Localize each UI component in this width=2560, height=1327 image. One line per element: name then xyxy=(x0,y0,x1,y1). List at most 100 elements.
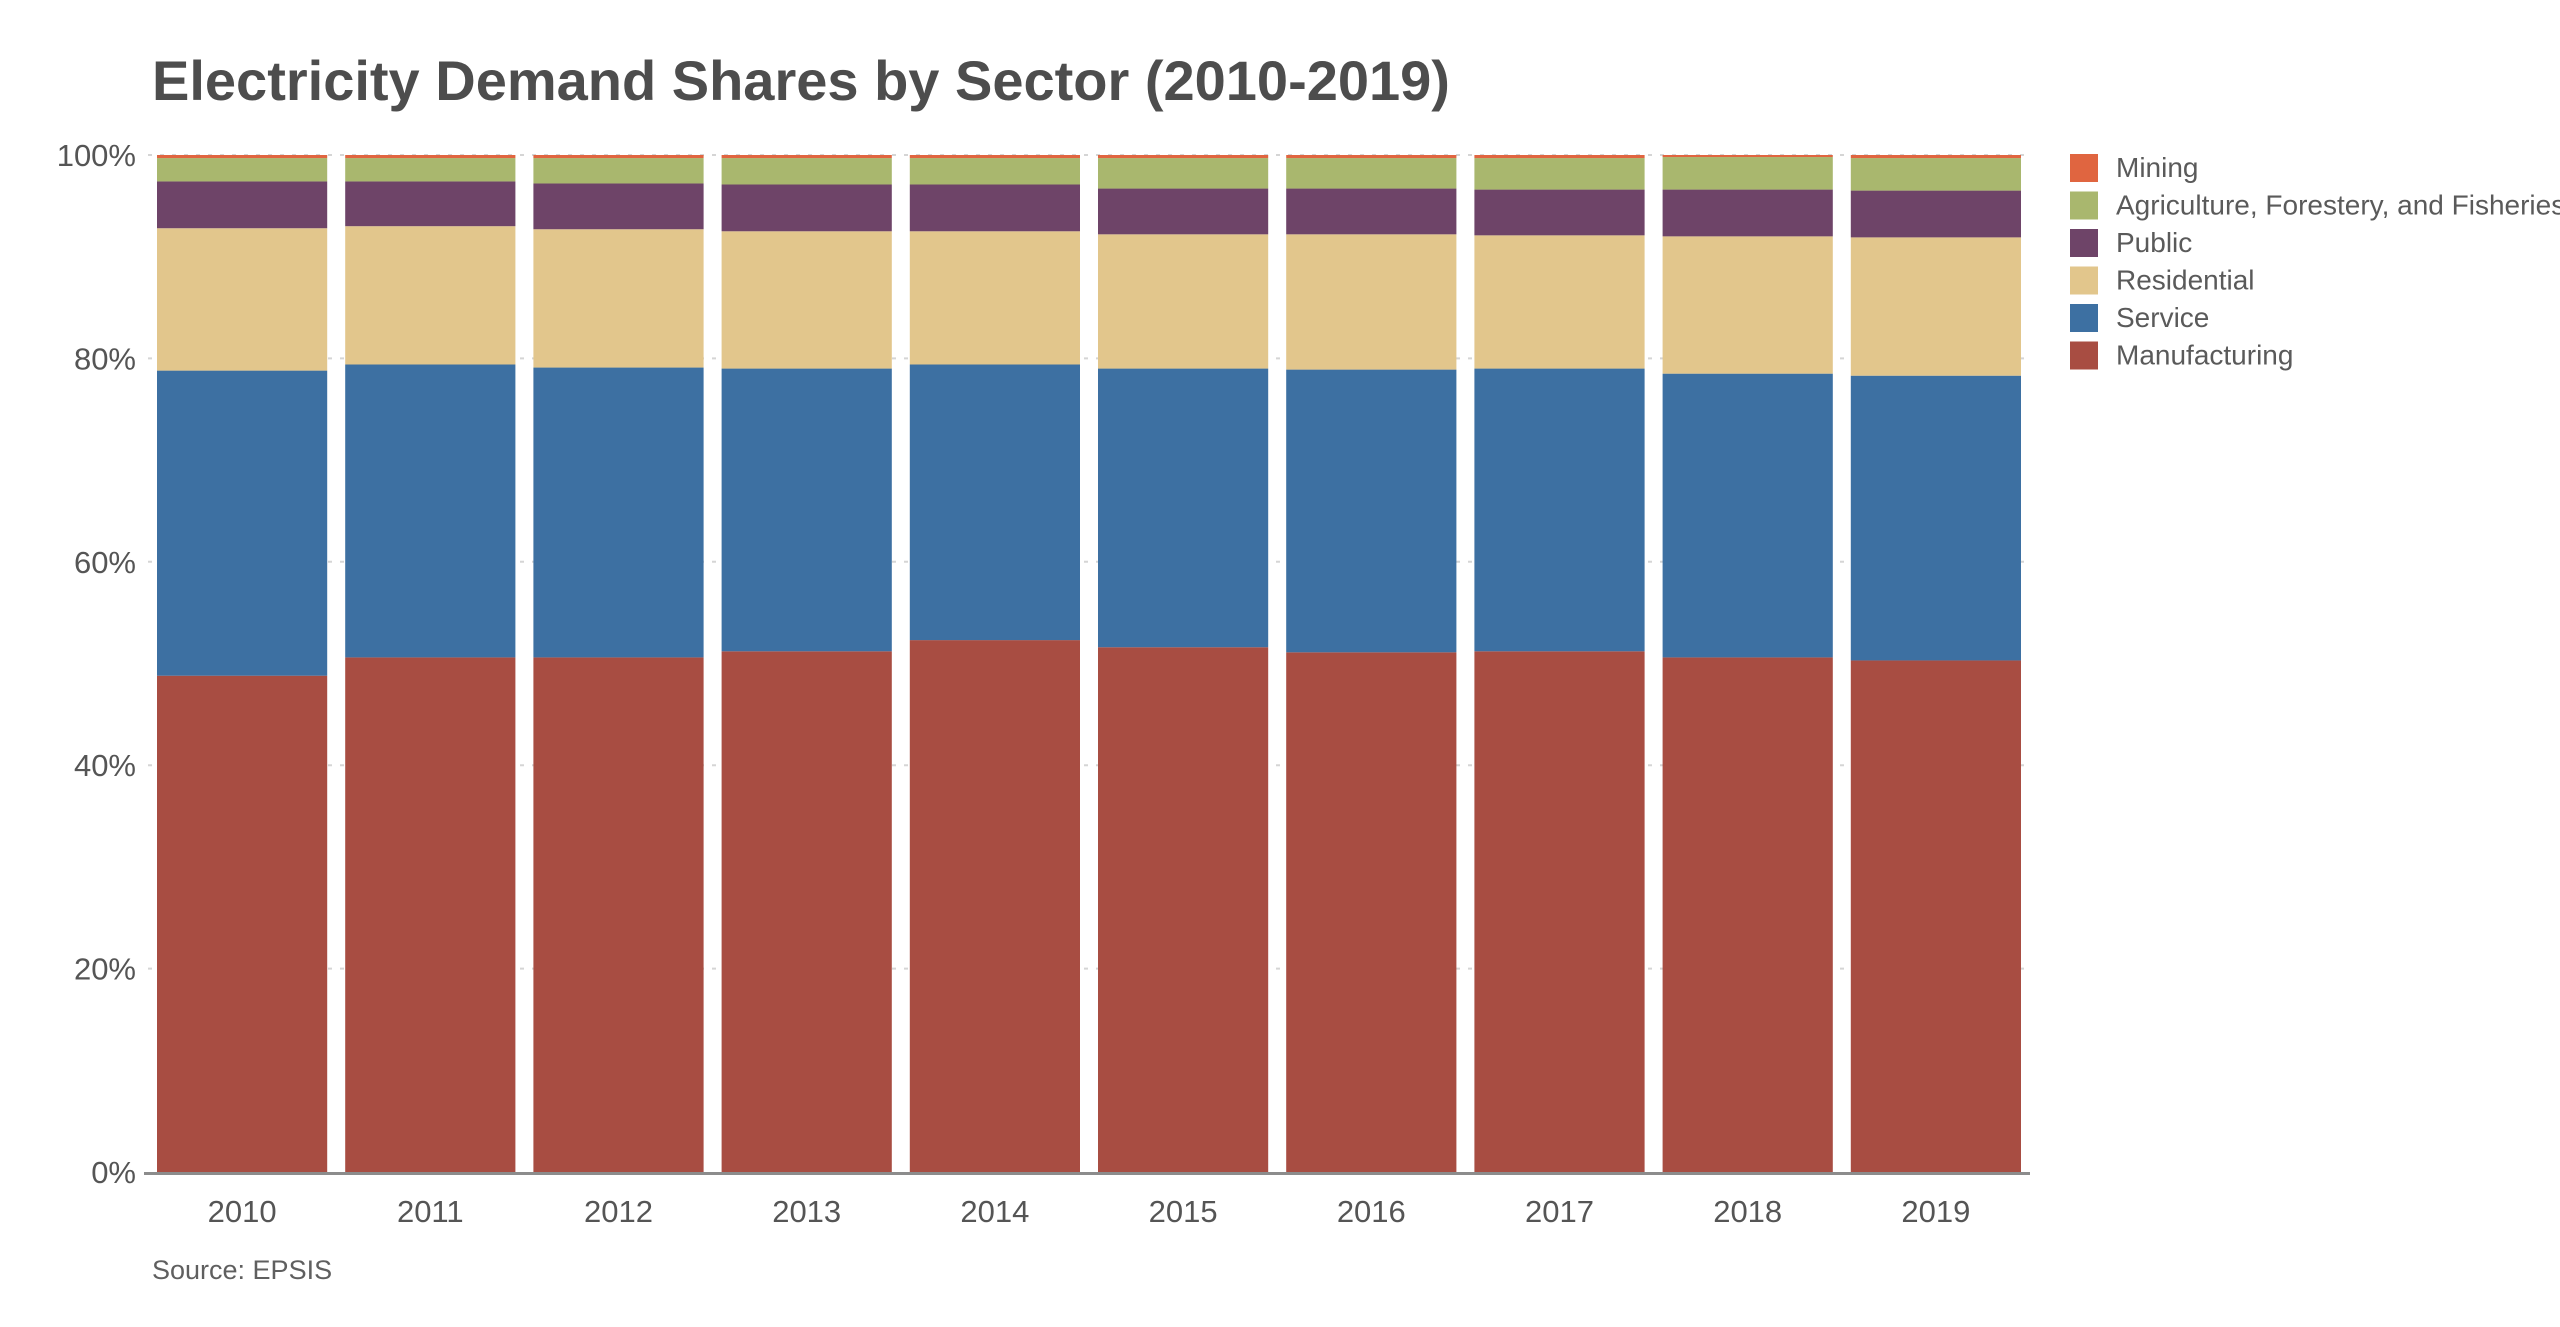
bar-segment-mining-2012 xyxy=(533,155,704,159)
bar-segment-public-2019 xyxy=(1850,190,2021,238)
legend-item: Service xyxy=(2070,302,2209,333)
x-tick-label: 2013 xyxy=(772,1194,841,1229)
legend-item: Public xyxy=(2070,227,2192,258)
bar-segment-manufacturing-2011 xyxy=(345,657,516,1172)
x-tick-label: 2019 xyxy=(1901,1194,1970,1229)
bar-segment-agriculture-forestery-and-fisheries-2018 xyxy=(1662,157,1833,190)
bar-segment-service-2016 xyxy=(1286,369,1457,653)
x-tick-label: 2017 xyxy=(1525,1194,1594,1229)
x-tick-label: 2011 xyxy=(397,1194,464,1229)
bar-segment-agriculture-forestery-and-fisheries-2014 xyxy=(909,158,1080,185)
bar-segment-service-2013 xyxy=(721,368,892,652)
x-tick-label: 2010 xyxy=(208,1194,277,1229)
bar-segment-manufacturing-2012 xyxy=(533,657,704,1172)
bar-segment-mining-2019 xyxy=(1850,155,2021,159)
bar-segment-mining-2011 xyxy=(345,155,516,159)
legend-label: Manufacturing xyxy=(2116,340,2293,371)
bar-segment-agriculture-forestery-and-fisheries-2012 xyxy=(533,158,704,184)
x-tick-label: 2012 xyxy=(584,1194,653,1229)
legend-label: Service xyxy=(2116,302,2209,333)
bar-segment-agriculture-forestery-and-fisheries-2010 xyxy=(157,158,328,182)
chart-title: Electricity Demand Shares by Sector (201… xyxy=(152,49,1450,112)
bar-segment-public-2018 xyxy=(1662,189,1833,237)
bar-segment-manufacturing-2017 xyxy=(1474,651,1645,1172)
y-tick-label: 60% xyxy=(74,545,136,580)
bar-segment-manufacturing-2014 xyxy=(909,640,1080,1172)
bar-segment-residential-2011 xyxy=(345,226,516,365)
bar-segment-public-2010 xyxy=(157,181,328,229)
bar-segment-public-2016 xyxy=(1286,188,1457,235)
legend-label: Mining xyxy=(2116,152,2198,183)
bars xyxy=(157,155,2021,1172)
bar-segment-service-2018 xyxy=(1662,373,1833,658)
bar-segment-agriculture-forestery-and-fisheries-2011 xyxy=(345,158,516,182)
x-tick-label: 2018 xyxy=(1713,1194,1782,1229)
y-axis-ticks: 0% 20% 40% 60% 80% 100% xyxy=(57,138,136,1190)
source-note: Source: EPSIS xyxy=(152,1255,332,1285)
y-tick-label: 80% xyxy=(74,341,136,376)
bar-segment-residential-2010 xyxy=(157,228,328,371)
x-tick-label: 2016 xyxy=(1337,1194,1406,1229)
bar-segment-residential-2013 xyxy=(721,231,892,369)
bar-segment-agriculture-forestery-and-fisheries-2013 xyxy=(721,158,892,185)
bar-segment-residential-2017 xyxy=(1474,235,1645,369)
bar-segment-residential-2012 xyxy=(533,229,704,368)
bar-segment-residential-2019 xyxy=(1850,237,2021,376)
bar-segment-service-2019 xyxy=(1850,375,2021,661)
legend-swatch xyxy=(2070,154,2098,182)
bar-segment-residential-2015 xyxy=(1098,234,1269,369)
bar-segment-service-2011 xyxy=(345,364,516,658)
bar-segment-service-2012 xyxy=(533,367,704,658)
bar-segment-mining-2013 xyxy=(721,155,892,159)
legend-swatch xyxy=(2070,341,2098,370)
bar-segment-public-2014 xyxy=(909,184,1080,232)
bar-segment-public-2015 xyxy=(1098,188,1269,235)
legend-item: Agriculture, Forestery, and Fisheries xyxy=(2070,190,2560,221)
bar-segment-mining-2014 xyxy=(909,155,1080,159)
legend-label: Public xyxy=(2116,227,2192,258)
y-tick-label: 20% xyxy=(74,952,136,987)
legend-item: Mining xyxy=(2070,152,2198,183)
bar-segment-residential-2016 xyxy=(1286,234,1457,370)
bar-segment-service-2010 xyxy=(157,370,328,676)
legend-label: Residential xyxy=(2116,265,2255,296)
legend-swatch xyxy=(2070,229,2098,257)
bar-segment-mining-2010 xyxy=(157,155,328,159)
legend-swatch xyxy=(2070,191,2098,220)
bar-segment-manufacturing-2019 xyxy=(1850,660,2021,1172)
bar-segment-public-2013 xyxy=(721,184,892,232)
bar-segment-residential-2018 xyxy=(1662,236,1833,374)
bar-segment-service-2014 xyxy=(909,364,1080,641)
bar-segment-manufacturing-2010 xyxy=(157,675,328,1172)
y-tick-label: 100% xyxy=(57,138,136,173)
bar-segment-agriculture-forestery-and-fisheries-2017 xyxy=(1474,158,1645,190)
bar-segment-agriculture-forestery-and-fisheries-2019 xyxy=(1850,158,2021,191)
bar-segment-public-2011 xyxy=(345,181,516,227)
x-tick-label: 2014 xyxy=(960,1194,1029,1229)
bar-segment-agriculture-forestery-and-fisheries-2015 xyxy=(1098,158,1269,189)
bar-segment-service-2015 xyxy=(1098,368,1269,648)
legend: Mining Agriculture, Forestery, and Fisher… xyxy=(2070,152,2560,371)
legend-swatch xyxy=(2070,266,2098,295)
legend-label: Agriculture, Forestery, and Fisheries xyxy=(2116,190,2560,221)
bar-segment-public-2012 xyxy=(533,183,704,230)
legend-swatch xyxy=(2070,304,2098,332)
legend-item: Residential xyxy=(2070,265,2255,296)
bar-segment-mining-2015 xyxy=(1098,155,1269,159)
y-tick-label: 0% xyxy=(91,1155,136,1190)
bar-segment-residential-2014 xyxy=(909,231,1080,365)
bar-segment-service-2017 xyxy=(1474,368,1645,652)
bar-segment-agriculture-forestery-and-fisheries-2016 xyxy=(1286,158,1457,189)
bar-segment-mining-2018 xyxy=(1662,155,1833,158)
bar-segment-mining-2017 xyxy=(1474,155,1645,159)
bar-segment-manufacturing-2018 xyxy=(1662,657,1833,1172)
bar-segment-manufacturing-2013 xyxy=(721,651,892,1172)
bar-segment-public-2017 xyxy=(1474,189,1645,236)
y-tick-label: 40% xyxy=(74,748,136,783)
x-axis-ticks: 2010 2011 2012 2013 2014 2015 2016 2017 2018 2019 xyxy=(208,1194,1971,1229)
bar-segment-manufacturing-2016 xyxy=(1286,652,1457,1172)
legend-item: Manufacturing xyxy=(2070,340,2293,371)
bar-segment-manufacturing-2015 xyxy=(1098,647,1269,1172)
x-tick-label: 2015 xyxy=(1149,1194,1218,1229)
